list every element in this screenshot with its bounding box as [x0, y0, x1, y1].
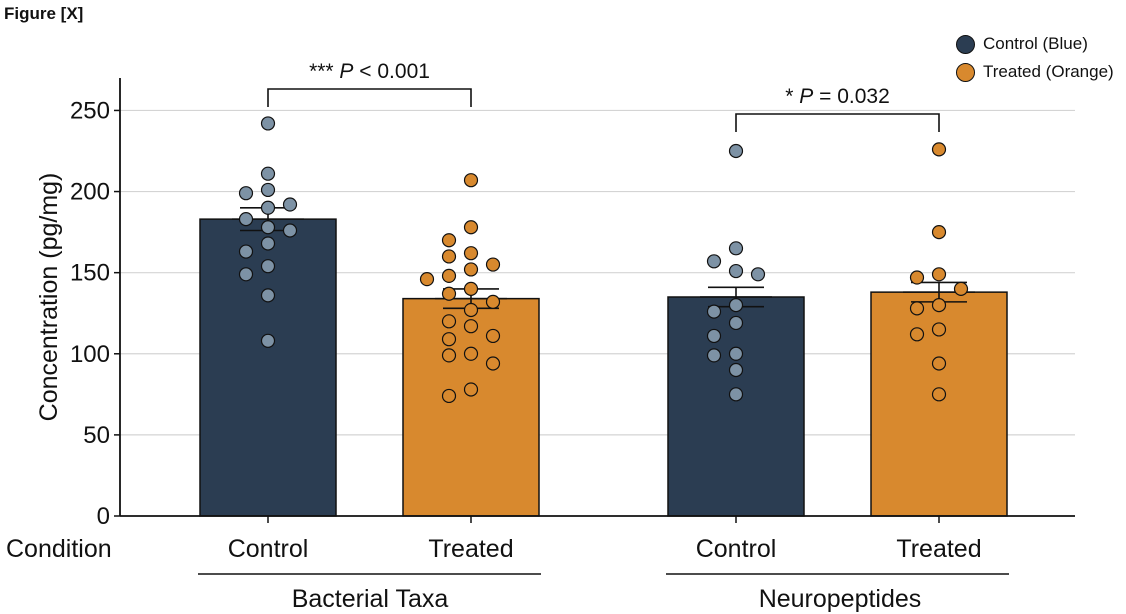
data-point — [441, 314, 457, 329]
legend-swatch-control — [956, 34, 975, 54]
xtick-label-control: Control — [228, 535, 309, 563]
legend-label-control: Control (Blue) — [983, 34, 1088, 53]
ytick-label-150: 150 — [70, 260, 110, 287]
data-point — [706, 348, 722, 363]
data-point — [463, 302, 479, 318]
xtick-label-treated: Treated — [896, 535, 981, 563]
data-point — [260, 220, 276, 235]
xtick-label-control: Control — [696, 535, 777, 563]
legend-swatch-treated — [956, 62, 975, 82]
data-point — [260, 200, 276, 215]
data-point — [931, 298, 947, 313]
ytick-label-250: 250 — [70, 97, 110, 124]
significance-label: *** P < 0.001 — [309, 60, 430, 83]
data-point — [953, 281, 969, 296]
ytick-label-0: 0 — [97, 503, 110, 530]
data-point — [441, 388, 457, 404]
significance-bracket — [735, 113, 940, 132]
bar-neuro-control — [667, 296, 805, 517]
figure-label: Figure [X] — [4, 4, 84, 23]
data-point — [728, 362, 744, 378]
data-point — [706, 254, 722, 269]
data-point — [728, 263, 744, 279]
data-point — [260, 288, 276, 303]
significance-label: * P = 0.032 — [785, 85, 890, 108]
data-point — [485, 328, 501, 344]
data-point — [463, 246, 479, 261]
data-point — [419, 272, 435, 287]
data-point — [463, 173, 479, 188]
data-point — [463, 319, 479, 334]
data-point — [706, 328, 722, 344]
data-point — [728, 298, 744, 313]
data-point — [728, 143, 744, 159]
legend-label-treated: Treated (Orange) — [983, 62, 1114, 81]
data-point — [728, 387, 744, 402]
data-point — [931, 356, 947, 371]
row-label: Condition — [6, 535, 112, 563]
data-point — [750, 267, 766, 282]
ytick-label-50: 50 — [83, 422, 110, 449]
legend-item-control: Control (Blue) — [956, 30, 1114, 58]
legend-item-treated: Treated (Orange) — [956, 58, 1114, 86]
data-point — [441, 233, 457, 248]
data-point — [931, 267, 947, 282]
data-point — [260, 116, 276, 131]
data-point — [441, 268, 457, 284]
data-point — [260, 259, 276, 274]
data-point — [282, 197, 298, 212]
data-point — [441, 249, 457, 264]
data-point — [260, 236, 276, 251]
data-point — [485, 294, 501, 309]
data-point — [441, 286, 457, 301]
data-point — [909, 270, 925, 285]
data-point — [463, 281, 479, 296]
data-point — [463, 346, 479, 361]
ytick-label-100: 100 — [70, 341, 110, 368]
data-point — [260, 182, 276, 198]
y-axis-label: Concentration (pg/mg) — [35, 173, 63, 422]
data-point — [706, 304, 722, 319]
significance-bracket — [267, 88, 472, 107]
data-point — [485, 257, 501, 272]
data-point — [260, 333, 276, 348]
data-point — [238, 186, 254, 201]
data-point — [282, 223, 298, 238]
data-point — [441, 348, 457, 363]
legend: Control (Blue) Treated (Orange) — [956, 30, 1114, 86]
group-label-1: Neuropeptides — [759, 585, 922, 613]
data-point — [441, 332, 457, 347]
data-point — [909, 327, 925, 342]
data-point — [931, 322, 947, 337]
data-point — [931, 225, 947, 240]
data-point — [260, 166, 276, 181]
data-point — [728, 346, 744, 361]
data-point — [485, 356, 501, 371]
data-point — [728, 315, 744, 331]
data-point — [931, 142, 947, 157]
data-point — [238, 212, 254, 227]
data-point — [238, 244, 254, 259]
ytick-label-200: 200 — [70, 179, 110, 206]
data-point — [909, 301, 925, 316]
data-point — [931, 387, 947, 402]
data-point — [728, 241, 744, 256]
group-label-0: Bacterial Taxa — [292, 585, 449, 613]
data-point — [463, 382, 479, 397]
xtick-label-treated: Treated — [428, 535, 513, 563]
bar-bacterial-treated — [402, 297, 540, 517]
data-point — [463, 220, 479, 235]
data-point — [238, 267, 254, 282]
data-point — [463, 262, 479, 277]
